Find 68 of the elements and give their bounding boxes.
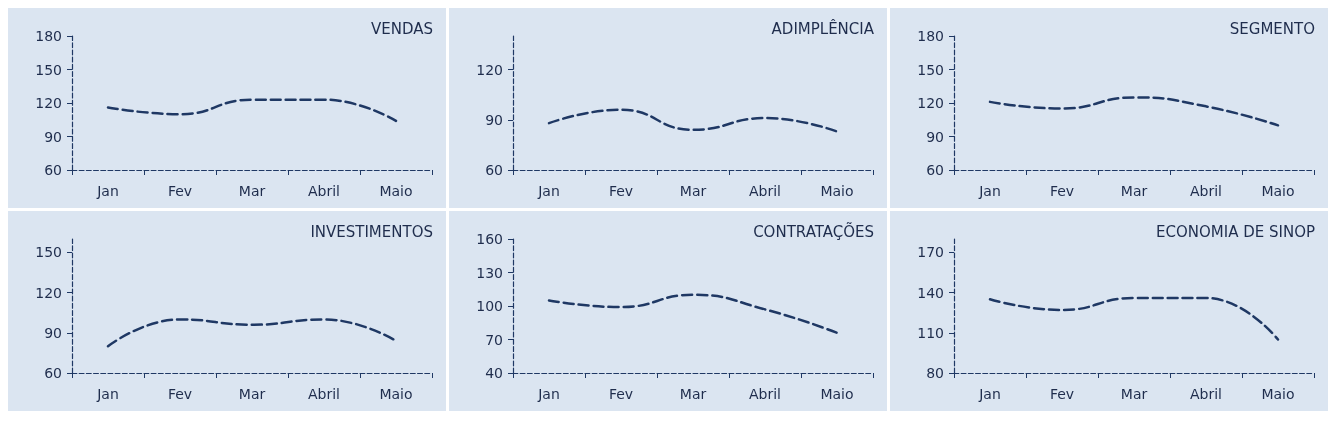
x-tick-label: Abril bbox=[749, 386, 781, 402]
x-tick-label: Fev bbox=[167, 386, 193, 402]
x-tick-label: Jan bbox=[978, 183, 1001, 199]
y-tick-label: 110 bbox=[917, 324, 944, 341]
y-tick-label: 170 bbox=[917, 244, 944, 261]
y-tick-label: 150 bbox=[35, 244, 62, 261]
y-tick-label: 70 bbox=[485, 331, 503, 348]
y-tick-label: 140 bbox=[917, 284, 944, 301]
y-tick-label: 60 bbox=[926, 162, 944, 178]
line-series bbox=[988, 96, 1280, 127]
y-tick-label: 120 bbox=[35, 95, 62, 111]
y-tick-label: 80 bbox=[926, 365, 944, 381]
line-series bbox=[106, 98, 398, 123]
chart-title: ADIMPLÊNCIA bbox=[771, 18, 875, 38]
x-tick-label: Fev bbox=[1049, 183, 1075, 199]
x-tick-label: Fev bbox=[167, 183, 193, 199]
x-tick-label: Jan bbox=[978, 386, 1001, 402]
chart-title: VENDAS bbox=[370, 19, 433, 38]
y-tick-label: 60 bbox=[44, 162, 62, 178]
y-tick-label: 120 bbox=[35, 284, 62, 301]
y-tick-label: 120 bbox=[476, 61, 503, 78]
x-tick-label: Maio bbox=[820, 386, 854, 402]
y-tick-label: 160 bbox=[476, 231, 503, 247]
x-tick-label: Mar bbox=[679, 183, 707, 199]
chart-title: ECONOMIA DE SINOP bbox=[1156, 222, 1316, 241]
y-tick-label: 40 bbox=[485, 365, 503, 381]
line-series bbox=[106, 318, 398, 348]
chart-title: CONTRATAÇÕES bbox=[753, 221, 875, 241]
y-tick-label: 120 bbox=[917, 95, 944, 111]
chart-title: INVESTIMENTOS bbox=[310, 222, 433, 241]
x-tick-label: Fev bbox=[608, 183, 634, 199]
y-tick-label: 100 bbox=[476, 298, 503, 314]
x-tick-label: Fev bbox=[1049, 386, 1075, 402]
y-tick-label: 90 bbox=[485, 111, 503, 128]
x-tick-label: Abril bbox=[1190, 183, 1222, 199]
y-tick-label: 180 bbox=[35, 28, 62, 44]
y-tick-label: 90 bbox=[44, 324, 62, 341]
x-tick-label: Jan bbox=[537, 386, 560, 402]
y-tick-label: 150 bbox=[917, 61, 944, 78]
x-tick-label: Mar bbox=[1120, 183, 1148, 199]
line-series bbox=[988, 296, 1280, 341]
x-tick-label: Maio bbox=[820, 183, 854, 199]
x-tick-label: Jan bbox=[96, 386, 119, 402]
x-tick-label: Abril bbox=[308, 386, 340, 402]
x-tick-label: Maio bbox=[1261, 386, 1295, 402]
x-tick-label: Abril bbox=[1190, 386, 1222, 402]
y-tick-label: 60 bbox=[44, 365, 62, 381]
x-tick-label: Mar bbox=[1120, 386, 1148, 402]
y-tick-label: 150 bbox=[35, 61, 62, 78]
x-tick-label: Mar bbox=[238, 183, 266, 199]
x-tick-label: Maio bbox=[1261, 183, 1295, 199]
x-tick-label: Maio bbox=[379, 183, 413, 199]
y-tick-label: 180 bbox=[917, 28, 944, 44]
x-tick-label: Abril bbox=[749, 183, 781, 199]
x-tick-label: Maio bbox=[379, 386, 413, 402]
x-tick-label: Fev bbox=[608, 386, 634, 402]
x-tick-label: Abril bbox=[308, 183, 340, 199]
chart-title: SEGMENTO bbox=[1229, 19, 1315, 38]
line-series bbox=[547, 293, 839, 335]
x-tick-label: Jan bbox=[96, 183, 119, 199]
y-tick-label: 130 bbox=[476, 264, 503, 281]
y-tick-label: 90 bbox=[44, 128, 62, 145]
x-tick-label: Jan bbox=[537, 183, 560, 199]
y-tick-label: 60 bbox=[485, 162, 503, 178]
y-tick-label: 90 bbox=[926, 128, 944, 145]
x-tick-label: Mar bbox=[238, 386, 266, 402]
x-tick-label: Mar bbox=[679, 386, 707, 402]
line-series bbox=[547, 108, 839, 133]
